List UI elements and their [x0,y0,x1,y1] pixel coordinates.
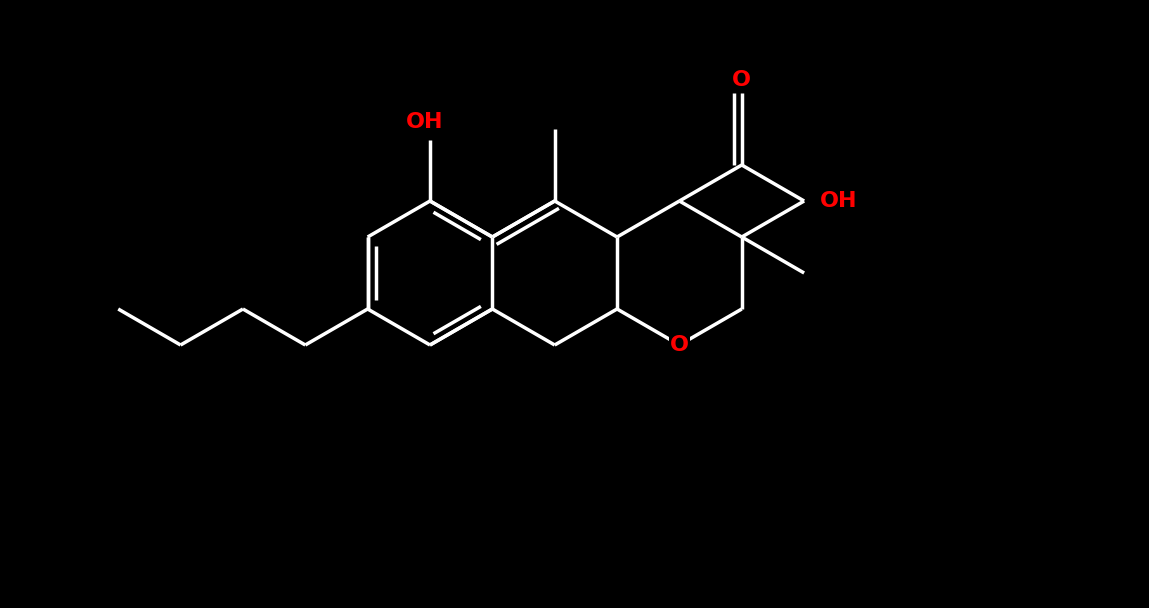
Text: OH: OH [407,112,444,132]
Text: O: O [670,335,689,355]
Text: OH: OH [820,191,858,211]
Text: O: O [732,70,751,90]
